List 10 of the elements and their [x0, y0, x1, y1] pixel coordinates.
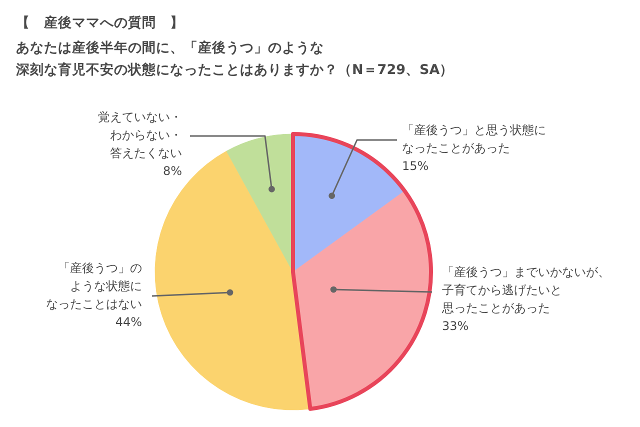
data-label: 15% — [402, 159, 429, 173]
slice-label: 「産後うつ」のような状態になったことはない — [46, 261, 142, 311]
chart-subtitle: あなたは産後半年の間に、「産後うつ」のような深刻な育児不安の状態になったことはありますか？（N＝729、SA） — [15, 39, 454, 78]
data-label: 44% — [115, 315, 142, 329]
data-label: 33% — [442, 319, 469, 333]
chart-title: 【 産後ママへの質問 】 — [16, 14, 184, 31]
slice-label: 「産後うつ」までいかないが、子育てから逃げたいと思ったことがあった — [441, 265, 610, 315]
slice-label: 覚えていない・わからない・答えたくない — [98, 110, 182, 160]
data-label: 8% — [162, 164, 182, 178]
slice-label: 「産後うつ」と思う状態になったことがあった — [402, 123, 546, 155]
